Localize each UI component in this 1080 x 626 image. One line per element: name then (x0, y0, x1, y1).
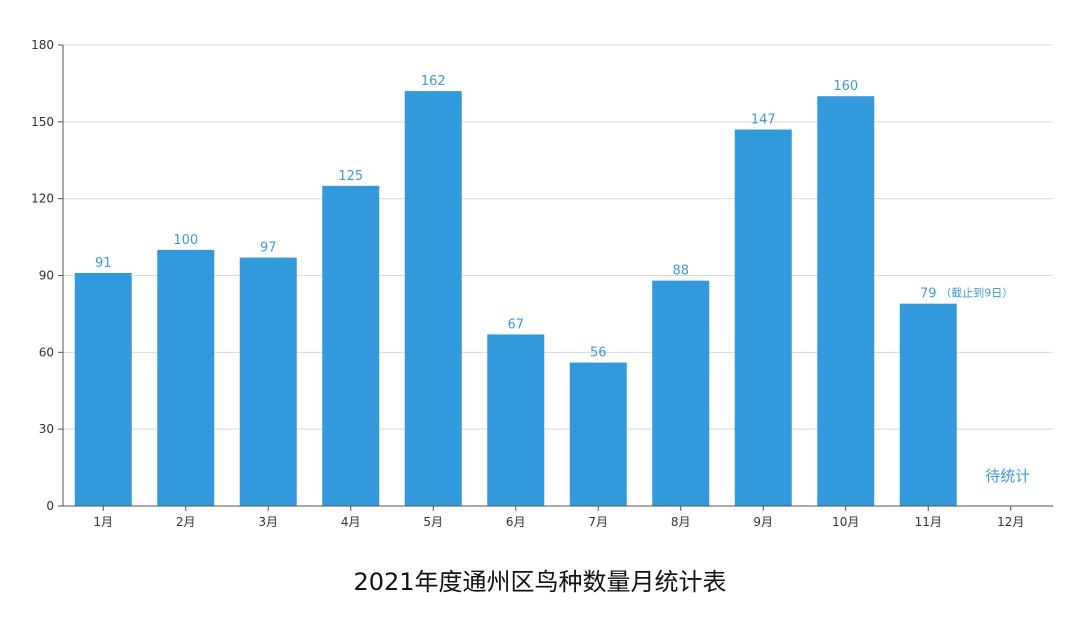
bar-value-label: 88 (672, 264, 689, 279)
bar (734, 129, 792, 506)
chart-title: 2021年度通州区鸟种数量月统计表 (353, 568, 727, 596)
x-tick-label: 8月 (671, 515, 691, 529)
bar (899, 303, 957, 506)
y-tick-label: 90 (39, 269, 54, 283)
y-tick-label: 150 (31, 115, 54, 129)
y-tick-label: 0 (46, 499, 54, 513)
gridlines (63, 44, 1053, 430)
bar-value-label: 67 (507, 317, 524, 332)
y-tick-label: 30 (39, 422, 54, 436)
x-tick-label: 10月 (832, 515, 859, 529)
bar-value-label: 162 (421, 74, 446, 89)
bar-value-label: 147 (751, 113, 776, 128)
x-tick-label: 4月 (341, 515, 361, 529)
bar-value-label: 97 (260, 241, 277, 256)
labels: 0 30 60 90 120 150 180 91 1月 100 2月 97 3月 125 4月 162 5月 6… (31, 38, 1030, 529)
axes (58, 44, 1053, 511)
x-tick-label: 6月 (506, 515, 526, 529)
bar-value-label: 100 (173, 233, 198, 248)
bar (74, 272, 132, 506)
bar (322, 185, 380, 506)
x-tick-label: 7月 (588, 515, 608, 529)
bar (652, 280, 710, 506)
y-tick-label: 60 (39, 345, 54, 359)
bar (817, 96, 875, 506)
x-tick-label: 5月 (423, 515, 443, 529)
bar-value-label: 125 (338, 169, 363, 184)
bar (487, 334, 545, 506)
x-tick-label: 2月 (176, 515, 196, 529)
x-tick-label: 3月 (258, 515, 278, 529)
bar (569, 362, 627, 506)
x-tick-label: 11月 (915, 515, 942, 529)
bar (157, 249, 215, 506)
bar-value-label: 91 (95, 256, 112, 271)
bar (404, 91, 462, 506)
bars (74, 91, 957, 506)
x-tick-label: 1月 (93, 515, 113, 529)
bar-annotation: （截止到9日） (940, 286, 1013, 300)
bar-value-label: 56 (590, 346, 607, 361)
bar-value-label: 79 (920, 287, 937, 302)
y-tick-label: 120 (31, 192, 54, 206)
bar-value-label: 160 (833, 79, 858, 94)
x-tick-label: 12月 (997, 515, 1024, 529)
bar (239, 257, 297, 506)
x-tick-label: 9月 (753, 515, 773, 529)
pending-annotation: 待统计 (985, 467, 1030, 485)
y-tick-label: 180 (31, 38, 54, 52)
